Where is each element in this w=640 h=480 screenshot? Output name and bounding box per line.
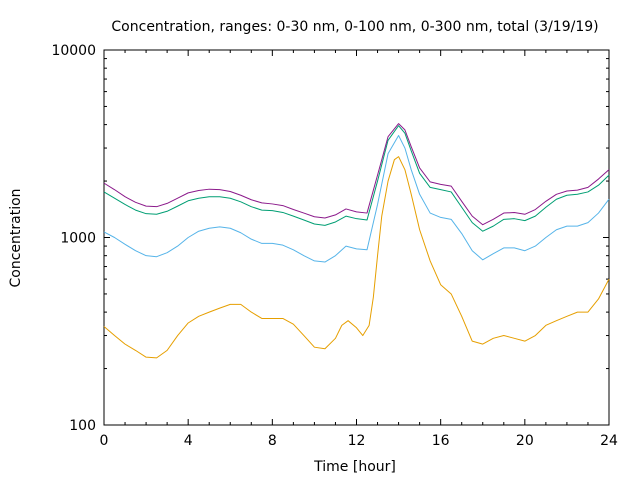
x-tick-label: 4 <box>184 433 193 449</box>
x-tick-label: 16 <box>432 433 450 449</box>
x-tick-label: 24 <box>600 433 618 449</box>
chart-title: Concentration, ranges: 0-30 nm, 0-100 nm… <box>111 19 598 35</box>
series-line-2 <box>103 134 610 263</box>
y-axis-label: Concentration <box>8 188 24 287</box>
series-group <box>103 123 610 359</box>
x-tick-label: 12 <box>348 433 366 449</box>
series-line-1 <box>103 156 610 359</box>
plot-frame <box>103 49 610 426</box>
y-tick-label: 10000 <box>51 43 96 59</box>
x-tick-label: 0 <box>100 433 109 449</box>
series-line-4 <box>103 123 610 226</box>
axis-ticks: 0 4 8 12 16 20 24 100 1000 10000 <box>51 43 618 449</box>
series-line-3 <box>103 125 610 232</box>
y-tick-label: 100 <box>69 418 96 434</box>
x-axis-label: Time [hour] <box>313 459 396 475</box>
x-tick-label: 8 <box>268 433 277 449</box>
x-tick-label: 20 <box>516 433 534 449</box>
y-tick-label: 1000 <box>60 231 96 247</box>
